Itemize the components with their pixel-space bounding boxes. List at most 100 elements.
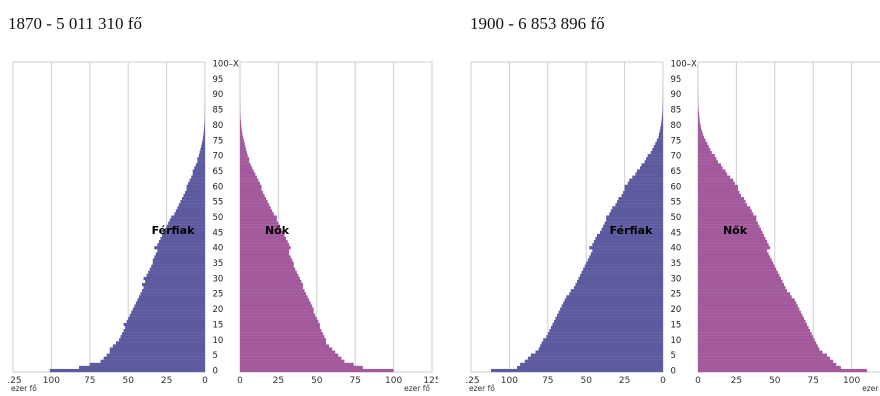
female-bar-age-10 bbox=[698, 338, 815, 342]
female-bar-age-24 bbox=[240, 295, 308, 299]
female-bar-age-77 bbox=[240, 132, 243, 136]
male-bar-age-73 bbox=[201, 144, 205, 149]
female-bar-age-29 bbox=[240, 279, 302, 284]
male-bar-age-30 bbox=[143, 276, 205, 281]
male-bar-age-28 bbox=[142, 282, 205, 287]
female-bar-age-24 bbox=[698, 295, 792, 299]
female-bar-age-21 bbox=[698, 304, 798, 308]
male-bar-age-6 bbox=[109, 350, 205, 354]
age-label-80: 80 bbox=[671, 121, 682, 131]
female-bar-age-3 bbox=[698, 359, 834, 363]
female-bar-age-45 bbox=[240, 230, 284, 235]
female-bar-age-64 bbox=[698, 172, 728, 176]
female-bar-age-30 bbox=[240, 276, 300, 281]
female-bar-age-84 bbox=[698, 111, 699, 115]
age-label-30: 30 bbox=[213, 274, 224, 284]
female-bar-age-73 bbox=[698, 144, 709, 149]
age-label-55: 55 bbox=[213, 198, 224, 208]
female-bar-age-21 bbox=[240, 304, 313, 308]
female-bar-age-53 bbox=[240, 206, 271, 210]
female-bar-age-72 bbox=[698, 147, 711, 152]
female-bar-age-65 bbox=[698, 169, 726, 173]
female-bar-age-57 bbox=[240, 193, 265, 198]
female-bar-age-42 bbox=[698, 240, 768, 244]
age-label-5: 5 bbox=[213, 351, 218, 361]
female-bar-age-40 bbox=[698, 246, 771, 250]
male-bar-age-24 bbox=[566, 295, 663, 299]
female-bar-age-66 bbox=[240, 166, 253, 170]
male-bar-age-44 bbox=[161, 233, 205, 238]
age-label-55: 55 bbox=[671, 198, 682, 208]
female-bar-age-77 bbox=[698, 132, 703, 136]
female-bar-age-15 bbox=[240, 322, 320, 327]
female-bar-age-49 bbox=[698, 218, 757, 222]
male-bar-age-40 bbox=[589, 246, 663, 250]
male-bar-age-34 bbox=[584, 264, 663, 268]
male-bar-age-14 bbox=[550, 325, 663, 330]
male-bar-age-20 bbox=[132, 307, 205, 311]
age-label-10: 10 bbox=[671, 336, 682, 346]
female-bar-age-85 bbox=[698, 108, 699, 112]
female-bar-age-75 bbox=[698, 138, 706, 142]
male-bar-age-50 bbox=[171, 215, 205, 219]
male-bar-age-77 bbox=[203, 132, 205, 136]
female-bar-age-82 bbox=[240, 117, 241, 121]
female-bar-age-27 bbox=[698, 286, 786, 290]
female-bar-age-8 bbox=[240, 344, 330, 348]
male-bar-age-18 bbox=[557, 313, 663, 317]
male-bar-age-64 bbox=[635, 172, 663, 176]
male-bar-age-58 bbox=[185, 190, 205, 195]
female-bar-age-0 bbox=[240, 368, 394, 373]
male-bar-age-75 bbox=[202, 138, 205, 142]
male-bar-age-68 bbox=[197, 160, 205, 164]
male-bar-age-36 bbox=[587, 258, 663, 262]
female-bar-age-69 bbox=[698, 157, 717, 161]
male-bar-age-70 bbox=[198, 154, 205, 158]
male-bar-age-17 bbox=[128, 316, 205, 320]
male-bar-age-19 bbox=[558, 310, 663, 314]
population-pyramid-1870: 0 5 10 15 20 25 30 35 40 45 50 55 60 65 70 75 80 85 90 95 10… bbox=[8, 60, 438, 393]
male-bar-age-81 bbox=[661, 120, 663, 124]
male-bar-age-52 bbox=[175, 209, 205, 213]
female-bar-age-56 bbox=[698, 197, 745, 201]
right-x-tick-100: 100 bbox=[843, 376, 860, 386]
left-x-tick-75: 75 bbox=[542, 376, 553, 386]
age-label-65: 65 bbox=[213, 167, 224, 177]
left-x-unit-label: ezer fő bbox=[469, 384, 495, 393]
female-bar-age-23 bbox=[698, 298, 795, 302]
male-bar-age-76 bbox=[658, 135, 663, 139]
left-x-tick-75: 75 bbox=[84, 376, 95, 386]
female-bar-age-59 bbox=[698, 187, 738, 192]
female-bar-age-27 bbox=[240, 286, 303, 290]
series-label-ferfiak: Férfiak bbox=[610, 224, 654, 237]
age-label-100X: 100–X bbox=[671, 60, 697, 70]
left-x-tick-100: 100 bbox=[501, 376, 518, 386]
series-label-nok: Nők bbox=[265, 224, 290, 237]
male-bar-age-48 bbox=[168, 221, 205, 225]
female-bar-age-41 bbox=[698, 243, 769, 247]
female-bar-age-12 bbox=[698, 332, 812, 336]
female-bar-age-71 bbox=[240, 151, 247, 155]
male-bar-age-25 bbox=[569, 292, 663, 296]
female-bar-age-37 bbox=[240, 255, 291, 259]
female-bar-age-73 bbox=[240, 144, 246, 149]
right-x-unit-label: ezer fő bbox=[404, 384, 430, 393]
female-bar-age-72 bbox=[240, 147, 247, 152]
left-x-tick-0: 0 bbox=[202, 376, 208, 386]
male-bar-age-23 bbox=[137, 298, 205, 302]
male-bar-age-56 bbox=[618, 197, 663, 201]
male-bar-age-21 bbox=[561, 304, 663, 308]
female-bar-age-2 bbox=[240, 362, 354, 367]
male-bar-age-30 bbox=[578, 276, 663, 281]
age-label-35: 35 bbox=[671, 259, 682, 269]
age-label-70: 70 bbox=[671, 152, 682, 162]
male-bar-age-74 bbox=[201, 141, 205, 146]
male-bar-age-76 bbox=[203, 135, 205, 139]
male-bar-age-44 bbox=[596, 233, 663, 238]
right-x-tick-50: 50 bbox=[769, 376, 781, 386]
female-bar-age-52 bbox=[240, 209, 273, 213]
female-bar-age-61 bbox=[698, 181, 735, 185]
male-bar-age-38 bbox=[590, 252, 663, 256]
male-bar-age-48 bbox=[604, 221, 663, 225]
age-label-60: 60 bbox=[213, 182, 224, 192]
